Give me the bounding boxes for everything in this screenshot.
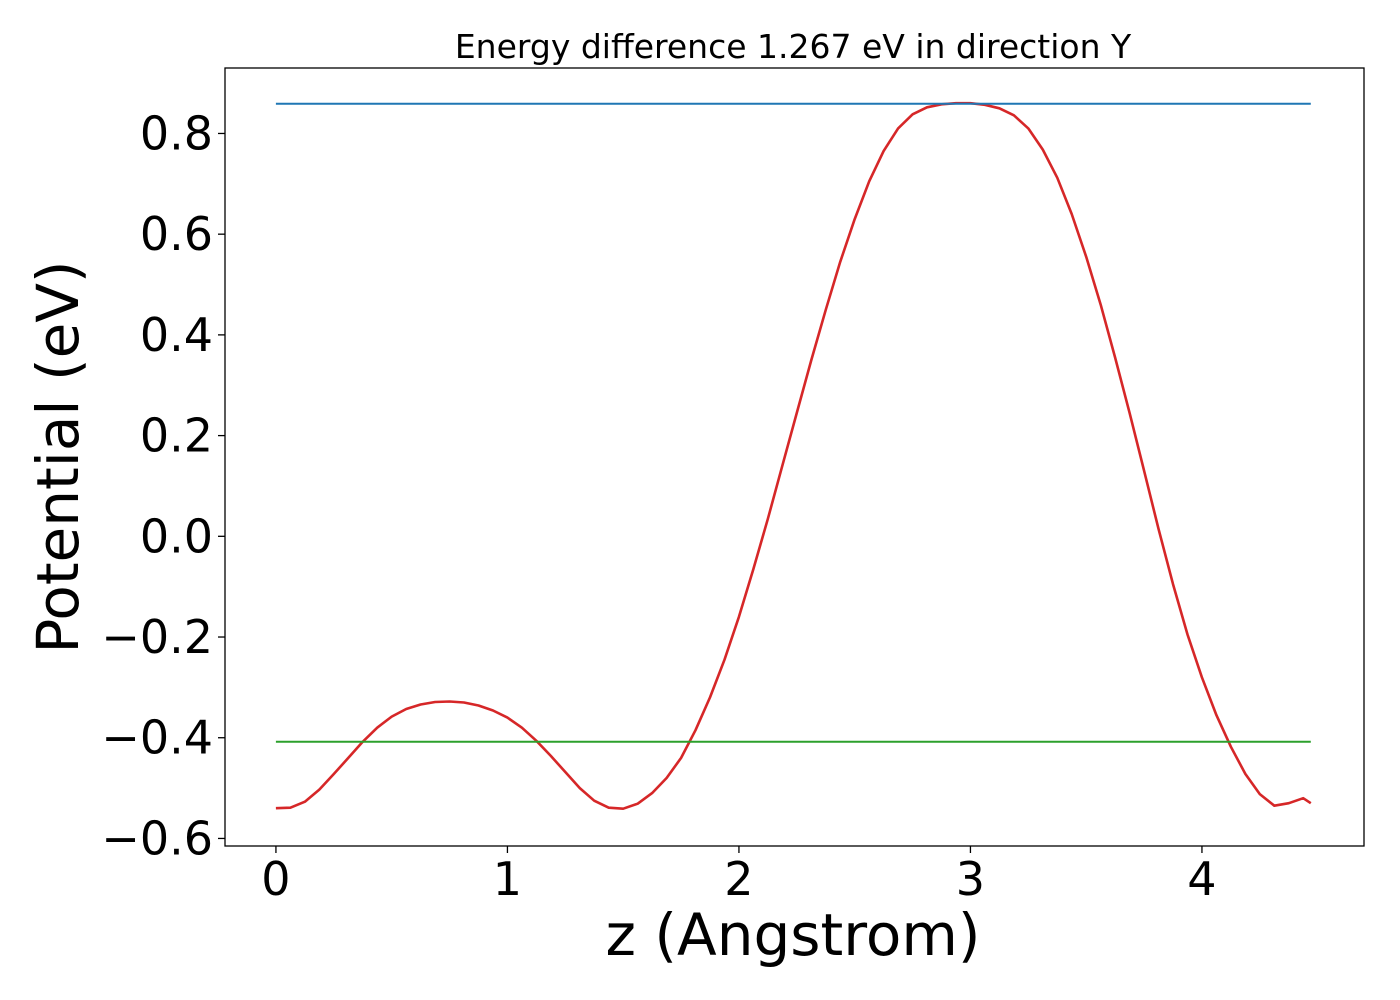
x-axis-label: z (Angstrom) [606,901,981,969]
x-axis-ticks: 0 1 2 3 4 [261,846,1217,906]
y-tick-label: 0.2 [140,409,213,463]
x-tick-label: 3 [956,852,985,906]
y-tick-label: 0.0 [140,509,213,563]
x-tick-label: 1 [493,852,522,906]
potential-curve [275,101,1312,811]
y-tick-label: −0.4 [101,711,213,765]
chart-title: Energy difference 1.267 eV in direction … [455,27,1132,66]
x-tick-label: 0 [261,852,290,906]
y-tick-label: 0.6 [140,207,213,261]
y-tick-label: −0.2 [101,610,213,664]
y-tick-label: 0.4 [140,308,213,362]
y-axis-ticks: −0.6 −0.4 −0.2 0.0 0.2 0.4 0.6 0.8 [101,106,225,865]
x-tick-label: 2 [724,852,753,906]
plot-frame [224,67,1365,847]
x-tick-label: 4 [1187,852,1216,906]
series-layer [275,101,1312,811]
y-tick-label: −0.6 [101,811,213,865]
y-axis-label: Potential (eV) [24,260,92,653]
y-tick-label: 0.8 [140,106,213,160]
